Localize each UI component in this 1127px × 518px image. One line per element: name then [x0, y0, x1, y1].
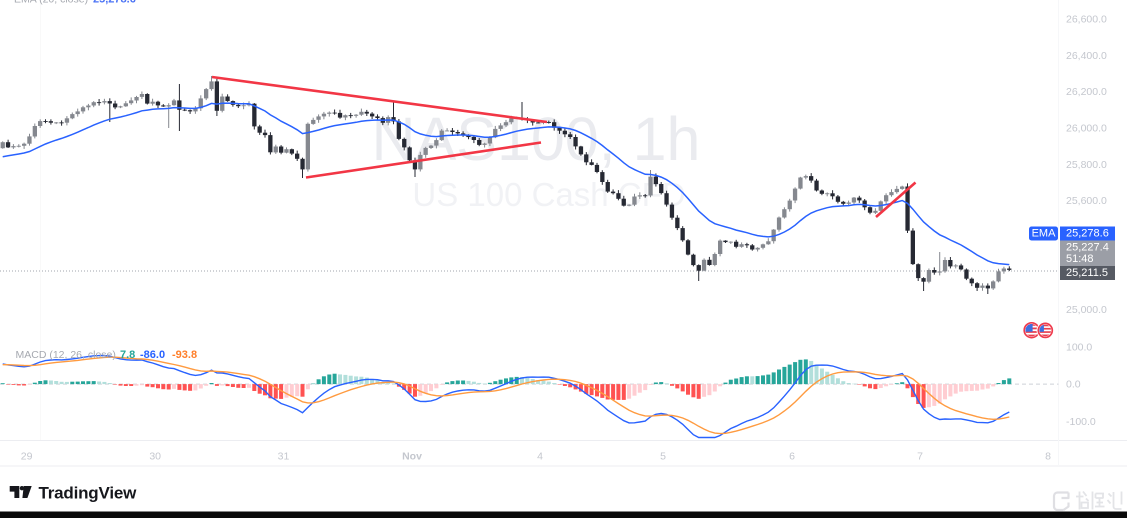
svg-text:100.0: 100.0: [1066, 342, 1092, 354]
svg-text:26,000.0: 26,000.0: [1066, 123, 1107, 135]
svg-text:US 100 Cash CFD: US 100 Cash CFD: [412, 176, 685, 213]
svg-text:-93.8: -93.8: [172, 349, 197, 361]
svg-text:NAS100, 1h: NAS100, 1h: [372, 105, 701, 173]
svg-text:5: 5: [660, 451, 666, 463]
svg-text:31: 31: [278, 451, 290, 463]
svg-text:7: 7: [917, 451, 923, 463]
svg-text:TradingView: TradingView: [39, 483, 138, 502]
svg-text:-100.0: -100.0: [1066, 416, 1096, 428]
svg-text:EMA: EMA: [1032, 228, 1057, 240]
svg-text:8: 8: [1045, 451, 1051, 463]
svg-text:25,227.4: 25,227.4: [1066, 242, 1109, 254]
svg-text:25,211.5: 25,211.5: [1066, 267, 1108, 279]
svg-text:0.0: 0.0: [1066, 379, 1081, 391]
svg-text:26,400.0: 26,400.0: [1066, 50, 1107, 62]
svg-text:25,278.6: 25,278.6: [1066, 228, 1109, 240]
svg-text:EMA (20, close): EMA (20, close): [14, 0, 88, 6]
svg-text:6: 6: [789, 451, 795, 463]
svg-text:26,200.0: 26,200.0: [1066, 86, 1107, 98]
svg-text:51:48: 51:48: [1066, 253, 1094, 265]
svg-text:29: 29: [21, 451, 33, 463]
svg-text:25,278.6: 25,278.6: [93, 0, 136, 6]
svg-text:7.8: 7.8: [120, 349, 135, 361]
svg-text:26,600.0: 26,600.0: [1066, 14, 1107, 26]
svg-text:Nov: Nov: [402, 451, 422, 463]
svg-text:-86.0: -86.0: [140, 349, 165, 361]
svg-text:25,000.0: 25,000.0: [1066, 304, 1107, 316]
svg-text:30: 30: [149, 451, 161, 463]
svg-text:4: 4: [537, 451, 543, 463]
svg-text:25,800.0: 25,800.0: [1066, 159, 1107, 171]
svg-text:25,600.0: 25,600.0: [1066, 195, 1107, 207]
svg-text:MACD (12, 26, close): MACD (12, 26, close): [16, 349, 116, 361]
